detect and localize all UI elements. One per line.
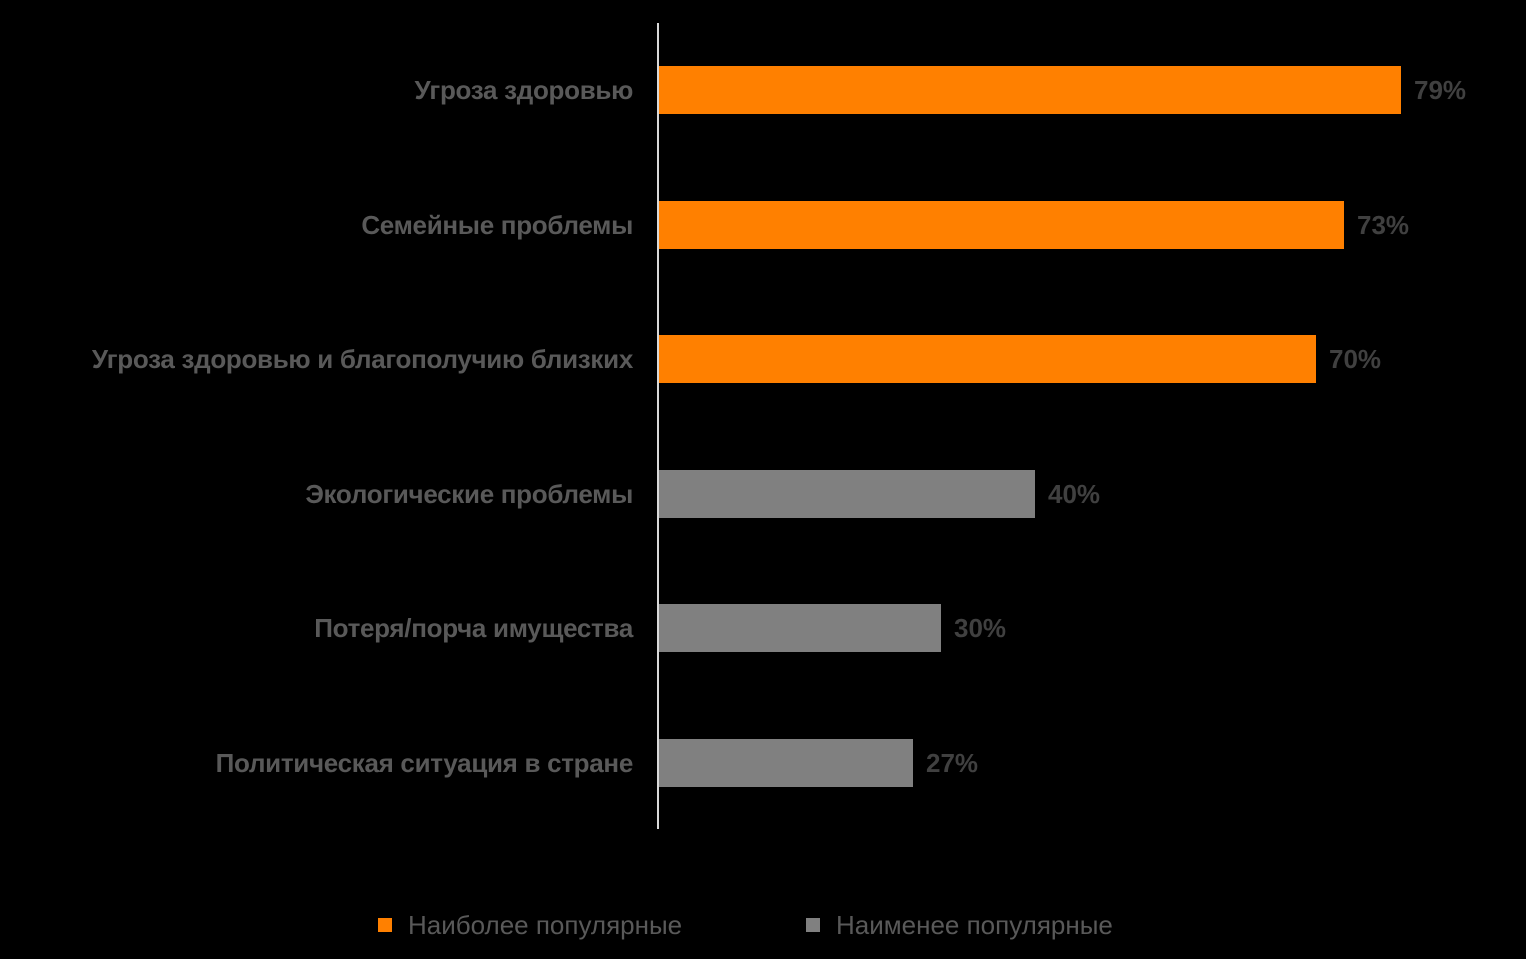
legend-item-most-popular: Наиболее популярные — [378, 905, 682, 945]
value-label: 30% — [954, 613, 1007, 643]
bar-row: Экологические проблемы 40% — [0, 470, 1526, 518]
value-label: 70% — [1329, 344, 1382, 374]
category-label: Угроза здоровью — [414, 75, 634, 105]
y-axis-line — [657, 23, 659, 829]
legend-item-least-popular: Наименее популярные — [806, 905, 1113, 945]
bar-row: Семейные проблемы 73% — [0, 201, 1526, 249]
value-label: 79% — [1414, 75, 1467, 105]
value-label: 40% — [1048, 479, 1101, 509]
category-label: Потеря/порча имущества — [314, 613, 633, 643]
legend-label: Наименее популярные — [836, 909, 1113, 940]
bar-row: Угроза здоровью и благополучию близких 70… — [0, 335, 1526, 383]
bar — [659, 66, 1401, 114]
value-label: 73% — [1357, 210, 1410, 240]
category-label: Семейные проблемы — [361, 210, 633, 240]
bar-row: Потеря/порча имущества 30% — [0, 604, 1526, 652]
category-label: Экологические проблемы — [305, 479, 633, 509]
bar-row: Угроза здоровью 79% — [0, 66, 1526, 114]
bar — [659, 470, 1035, 518]
bar — [659, 739, 913, 787]
legend-swatch-gray — [806, 918, 820, 932]
bar — [659, 604, 941, 652]
bar — [659, 201, 1344, 249]
legend: Наиболее популярные Наименее популярные — [0, 905, 1526, 945]
bar-row: Политическая ситуация в стране 27% — [0, 739, 1526, 787]
legend-label: Наиболее популярные — [408, 909, 683, 940]
category-label: Угроза здоровью и благополучию близких — [91, 344, 633, 374]
legend-swatch-orange — [378, 918, 392, 932]
category-label: Политическая ситуация в стране — [215, 748, 634, 778]
bar — [659, 335, 1316, 383]
value-label: 27% — [926, 748, 979, 778]
